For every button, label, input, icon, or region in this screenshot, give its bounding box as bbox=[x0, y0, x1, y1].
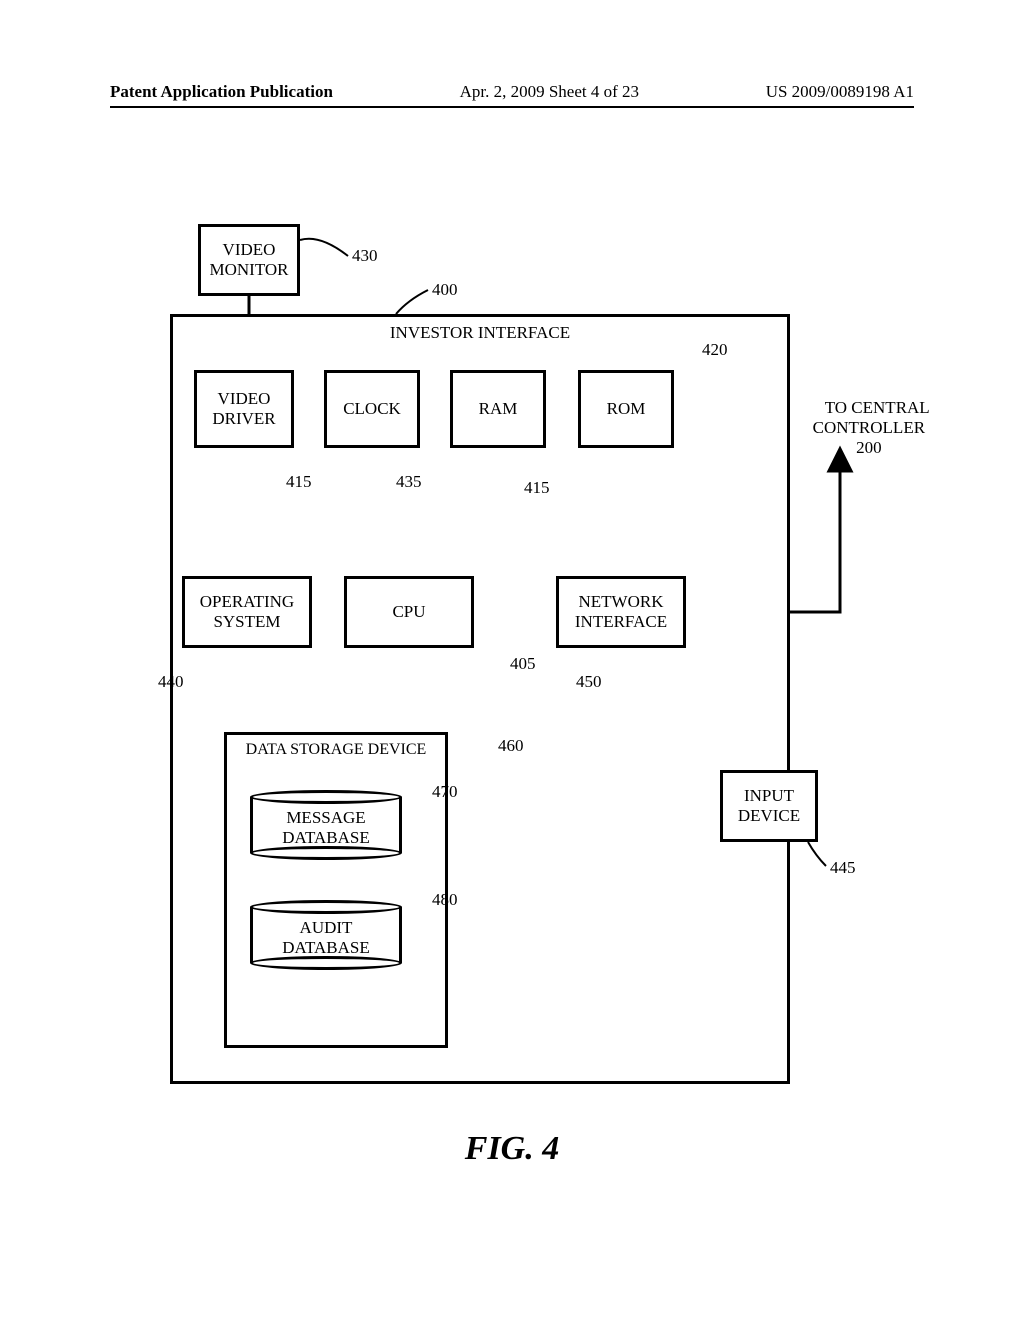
ref-430: 430 bbox=[352, 246, 378, 266]
ref-435: 435 bbox=[396, 472, 422, 492]
data-storage-box: DATA STORAGE DEVICE bbox=[224, 732, 448, 1048]
audit-db-cylinder: AUDIT DATABASE bbox=[250, 900, 402, 970]
ref-420: 420 bbox=[702, 340, 728, 360]
video-monitor-label: VIDEO MONITOR bbox=[209, 240, 288, 279]
cpu-label: CPU bbox=[392, 602, 425, 622]
external-label-text: TO CENTRAL CONTROLLER 200 bbox=[813, 398, 930, 457]
video-driver-label: VIDEO DRIVER bbox=[212, 389, 275, 428]
ref-470: 470 bbox=[432, 782, 458, 802]
ref-445: 445 bbox=[830, 858, 856, 878]
rom-box: ROM bbox=[578, 370, 674, 448]
operating-system-label: OPERATING SYSTEM bbox=[200, 592, 294, 631]
ref-405: 405 bbox=[510, 654, 536, 674]
ram-label: RAM bbox=[479, 399, 518, 419]
operating-system-box: OPERATING SYSTEM bbox=[182, 576, 312, 648]
investor-interface-label: INVESTOR INTERFACE bbox=[390, 323, 570, 343]
ref-400: 400 bbox=[432, 280, 458, 300]
rom-label: ROM bbox=[607, 399, 646, 419]
ref-440: 440 bbox=[158, 672, 184, 692]
audit-db-label: AUDIT DATABASE bbox=[250, 918, 402, 957]
clock-box: CLOCK bbox=[324, 370, 420, 448]
ref-480: 480 bbox=[432, 890, 458, 910]
video-monitor-box: VIDEO MONITOR bbox=[198, 224, 300, 296]
network-interface-label: NETWORK INTERFACE bbox=[575, 592, 667, 631]
ram-box: RAM bbox=[450, 370, 546, 448]
figure-title: FIG. 4 bbox=[0, 1130, 1024, 1168]
external-label: TO CENTRAL CONTROLLER 200 bbox=[808, 378, 930, 478]
input-device-box: INPUT DEVICE bbox=[720, 770, 818, 842]
ref-415b: 415 bbox=[524, 478, 550, 498]
ref-450: 450 bbox=[576, 672, 602, 692]
cpu-box: CPU bbox=[344, 576, 474, 648]
network-interface-box: NETWORK INTERFACE bbox=[556, 576, 686, 648]
ref-415a: 415 bbox=[286, 472, 312, 492]
clock-label: CLOCK bbox=[343, 399, 401, 419]
ref-460: 460 bbox=[498, 736, 524, 756]
message-db-label: MESSAGE DATABASE bbox=[250, 808, 402, 847]
data-storage-label: DATA STORAGE DEVICE bbox=[246, 741, 427, 759]
message-db-cylinder: MESSAGE DATABASE bbox=[250, 790, 402, 860]
input-device-label: INPUT DEVICE bbox=[738, 786, 800, 825]
video-driver-box: VIDEO DRIVER bbox=[194, 370, 294, 448]
